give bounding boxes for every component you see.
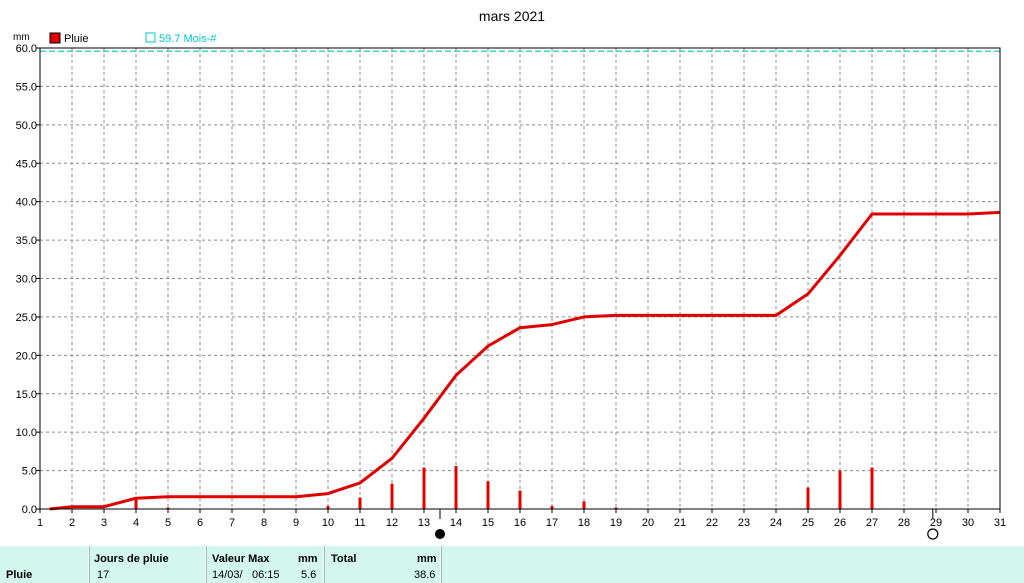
- rain-bar: [838, 470, 842, 509]
- x-tick-label: 16: [514, 517, 526, 529]
- x-tick-label: 11: [354, 517, 365, 529]
- x-tick-label: 1: [37, 517, 43, 529]
- y-tick-label: 55.0: [16, 81, 37, 93]
- y-tick-label: 45.0: [16, 158, 37, 170]
- rain-bar: [454, 465, 458, 509]
- summary-panel: Pluie Jours de pluie 17 Valeur Max mm 14…: [0, 545, 1024, 583]
- x-tick-label: 12: [386, 517, 398, 529]
- x-tick-label: 13: [418, 517, 430, 529]
- y-axis-unit-label: mm: [13, 32, 30, 43]
- y-tick-label: 25.0: [16, 312, 37, 324]
- header-total-unit: mm: [417, 553, 437, 565]
- rain-bar: [870, 467, 874, 509]
- value-max-amount: 5.6: [301, 569, 317, 581]
- x-tick-label: 4: [133, 517, 139, 529]
- header-max-unit: mm: [298, 553, 318, 565]
- plot-frame: [39, 47, 1001, 510]
- legend-label-monthly-reference: 59.7 Mois-#: [159, 33, 217, 45]
- legend-swatch-pluie: [49, 32, 61, 44]
- rain-chart-svg: mars 2021 mm Pluie 59.7 Mois-# 0.0 5.0 10.…: [13, 8, 1007, 540]
- grid-layer: [40, 48, 1000, 509]
- value-rain-days: 17: [97, 569, 110, 581]
- header-max-value: Valeur Max: [212, 553, 270, 565]
- x-tick-label: 10: [322, 517, 334, 529]
- x-tick-label: 29: [930, 517, 942, 529]
- x-tick-label: 25: [802, 517, 814, 529]
- x-tick-label: 19: [610, 517, 622, 529]
- rain-bar: [518, 490, 522, 509]
- summary-divider: [88, 546, 89, 583]
- x-tick-label: 6: [197, 517, 203, 529]
- x-tick-label: 20: [642, 517, 654, 529]
- y-tick-label: 5.0: [22, 466, 37, 478]
- chart-title: mars 2021: [479, 8, 545, 24]
- y-tick-label: 30.0: [16, 274, 37, 286]
- summary-divider: [89, 546, 90, 583]
- rain-bar: [582, 501, 586, 509]
- x-tick-label: 26: [834, 517, 846, 529]
- y-tick-label: 15.0: [16, 389, 37, 401]
- x-tick-label: 17: [546, 517, 558, 529]
- x-tick-label: 23: [738, 517, 750, 529]
- x-tick-label: 28: [898, 517, 910, 529]
- y-tick-label: 35.0: [16, 235, 37, 247]
- y-tick-label: 60.0: [16, 43, 37, 55]
- y-tick-label: 20.0: [16, 350, 37, 362]
- x-tick-label: 2: [69, 517, 75, 529]
- y-tick-label: 50.0: [16, 120, 37, 132]
- x-tick-label: 15: [482, 517, 494, 529]
- rain-bar: [550, 505, 554, 509]
- rain-bar: [358, 497, 362, 509]
- summary-divider: [205, 546, 206, 583]
- x-tick-label: 9: [293, 517, 299, 529]
- summary-divider: [324, 546, 325, 583]
- y-tick-label: 0.0: [22, 504, 37, 516]
- rain-bar: [134, 499, 138, 509]
- x-tick-label: 8: [261, 517, 267, 529]
- x-tick-label: 3: [101, 517, 107, 529]
- rain-bar: [806, 487, 810, 509]
- marker-layer: [435, 509, 939, 540]
- value-max-date: 14/03/: [212, 569, 243, 581]
- legend-label-pluie: Pluie: [64, 33, 88, 45]
- x-tick-label: 18: [578, 517, 590, 529]
- line-layer: [49, 210, 1001, 511]
- rain-bar: [390, 483, 394, 509]
- x-tick-label: 30: [962, 517, 974, 529]
- x-tick-label: 14: [450, 517, 462, 529]
- summary-panel-background: [0, 546, 1024, 583]
- cumulative-rain-line: [49, 210, 1001, 511]
- legend-swatch-monthly-reference: [145, 32, 156, 43]
- rain-bar: [422, 467, 426, 509]
- summary-divider: [441, 546, 442, 583]
- full-moon-icon: [927, 528, 939, 540]
- header-rain-days: Jours de pluie: [94, 553, 169, 565]
- x-tick-label: 24: [770, 517, 782, 529]
- x-tick-label: 21: [674, 517, 686, 529]
- summary-divider: [440, 546, 441, 583]
- rain-bar: [486, 481, 490, 509]
- x-tick-label: 22: [706, 517, 718, 529]
- value-total: 38.6: [414, 569, 436, 581]
- rain-bar: [166, 507, 170, 509]
- y-tick-label: 10.0: [16, 427, 37, 439]
- axis-layer: 0.0 5.0 10.0 15.0 20.0 25.0 30.0 35.0 40.0 45.0 50…: [16, 43, 1007, 529]
- rain-chart: mars 2021 mm Pluie 59.7 Mois-# 0.0 5.0 10.…: [13, 8, 1007, 540]
- summary-divider: [323, 546, 324, 583]
- new-moon-icon: [435, 529, 445, 539]
- bar-layer: [134, 465, 874, 509]
- y-tick-label: 40.0: [16, 197, 37, 209]
- x-tick-label: 7: [229, 517, 235, 529]
- value-max-time: 06:15: [252, 569, 280, 581]
- header-total: Total: [331, 553, 357, 565]
- x-tick-label: 31: [994, 517, 1006, 529]
- rain-bar: [614, 507, 618, 509]
- x-tick-label: 27: [866, 517, 878, 529]
- x-tick-label: 5: [165, 517, 171, 529]
- summary-divider: [206, 546, 207, 583]
- summary-row-label: Pluie: [6, 569, 33, 581]
- rain-bar: [326, 505, 330, 509]
